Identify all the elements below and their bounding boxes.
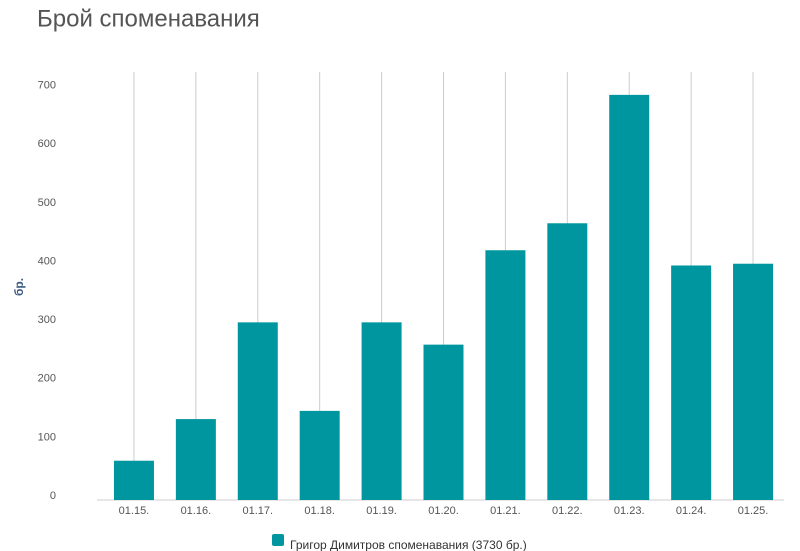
y-axis-label: бр. [12,278,26,296]
x-tick-label: 01.17. [242,505,273,517]
chart-title: Брой споменавания [37,5,260,32]
bar [733,263,774,500]
y-tick-label: 700 [38,79,56,91]
y-tick-label: 500 [38,197,56,209]
x-tick-label: 01.22. [552,505,583,517]
y-tick-label: 200 [38,373,56,385]
bar [299,410,340,500]
bar [175,419,216,500]
legend-swatch [272,534,284,546]
x-tick-label: 01.16. [181,505,212,517]
y-tick-label: 300 [38,314,56,326]
bar [237,322,278,500]
x-tick-label: 01.25. [738,505,769,517]
x-tick-label: 01.24. [676,505,707,517]
bar [423,344,464,500]
bar [113,460,154,500]
bar [609,94,650,500]
x-tick-label: 01.18. [304,505,335,517]
y-tick-label: 600 [38,138,56,150]
x-tick-label: 01.21. [490,505,521,517]
y-tick-label: 100 [38,431,56,443]
x-tick-label: 01.19. [366,505,397,517]
y-tick-label: 400 [38,255,56,267]
x-tick-label: 01.23. [614,505,645,517]
x-tick-label: 01.15. [119,505,150,517]
bar [361,322,402,500]
bar [671,265,712,500]
bar [485,250,526,500]
x-tick-label: 01.20. [428,505,459,517]
y-tick-label: 0 [50,490,56,502]
bar [547,223,588,500]
legend-label: Григор Димитров споменавания (3730 бр.) [290,538,527,551]
